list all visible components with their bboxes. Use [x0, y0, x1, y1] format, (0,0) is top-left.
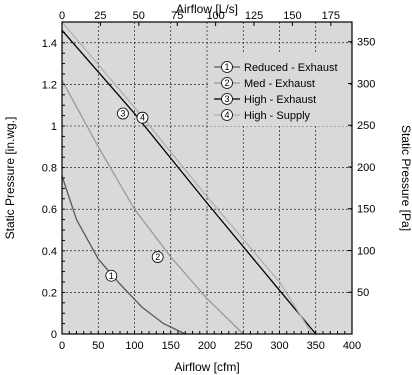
legend-marker-label-2: 2 — [224, 78, 229, 88]
curve-marker-2 — [151, 251, 164, 263]
y-axis-title-left: Static Pressure [in.wg.] — [3, 117, 17, 240]
series-line-1 — [61, 175, 186, 335]
y-right-tick-label: 350 — [357, 37, 375, 49]
x-top-tick-label: 175 — [322, 10, 340, 22]
series-line-4 — [61, 21, 313, 335]
series-line-3 — [61, 29, 317, 335]
x-tick-label: 200 — [198, 340, 216, 352]
y-tick-label: 0.8 — [42, 163, 57, 175]
x-top-tick-label: 125 — [245, 10, 263, 22]
y-right-tick-label: 300 — [357, 78, 375, 90]
x-tick-label: 350 — [307, 340, 325, 352]
x-tick-label: 400 — [343, 340, 361, 352]
curve-marker-label-1: 1 — [109, 271, 114, 281]
x-tick-label: 0 — [59, 340, 65, 352]
legend-entry-4: High - Supply — [244, 110, 311, 122]
legend-marker-4 — [221, 109, 233, 121]
curve-marker-label-4: 4 — [140, 113, 145, 123]
legend-marker-3 — [221, 93, 233, 105]
legend-box — [210, 54, 348, 126]
x-top-tick-label: 150 — [283, 10, 301, 22]
x-tick-label: 150 — [162, 340, 180, 352]
curve-marker-label-3: 3 — [120, 109, 125, 119]
y-tick-label: 1 — [51, 121, 57, 133]
x-top-tick-label: 75 — [171, 10, 183, 22]
y-tick-label: 0.6 — [42, 204, 57, 216]
curve-marker-1 — [105, 269, 118, 282]
curve-marker-label-2: 2 — [155, 252, 160, 262]
legend: 1 Reduced - Exhaust 2 Med - Exhaust 3 High - … — [210, 54, 348, 126]
x-tick-label: 50 — [92, 340, 104, 352]
x-tick-label: 250 — [234, 340, 252, 352]
y-tick-label: 1.4 — [42, 38, 57, 50]
x-tick-label: 100 — [125, 340, 143, 352]
series-line-2 — [61, 79, 244, 335]
x-top-tick-label: 25 — [94, 10, 106, 22]
curve-markers: 1 2 3 4 — [105, 107, 164, 282]
x-top-tick-label: 0 — [59, 10, 65, 22]
x-axis-title-bottom: Airflow [cfm] — [174, 360, 239, 374]
legend-marker-1 — [221, 61, 233, 73]
axis-ticks: 0 50 100 150 200 250 300 350 40000.20.40.60.811.… — [42, 10, 376, 352]
x-top-tick-label: 100 — [206, 10, 224, 22]
legend-entry-2: Med - Exhaust — [244, 78, 315, 90]
y-right-tick-label: 200 — [357, 162, 375, 174]
legend-entry-1: Reduced - Exhaust — [244, 62, 338, 74]
x-axis-title-top: Airflow [L/s] — [176, 2, 238, 16]
legend-marker-2 — [221, 77, 233, 89]
y-tick-label: 0.2 — [42, 287, 57, 299]
legend-entry-3: High - Exhaust — [244, 94, 316, 106]
y-right-tick-label: 250 — [357, 120, 375, 132]
series-lines — [61, 21, 317, 335]
legend-marker-label-1: 1 — [224, 62, 229, 72]
y-right-tick-label: 50 — [357, 287, 369, 299]
x-top-tick-label: 50 — [133, 10, 145, 22]
legend-marker-label-3: 3 — [224, 94, 229, 104]
y-tick-label: 0.4 — [42, 246, 57, 258]
curve-marker-3 — [117, 107, 129, 120]
curve-marker-4 — [136, 111, 149, 124]
x-tick-label: 300 — [270, 340, 288, 352]
y-axis-title-right: Static Pressure [Pa] — [399, 125, 412, 231]
y-tick-label: 0 — [51, 329, 57, 341]
y-tick-label: 1.2 — [42, 79, 57, 91]
y-right-tick-label: 150 — [357, 204, 375, 216]
legend-marker-label-4: 4 — [224, 110, 229, 120]
y-right-tick-label: 100 — [357, 245, 375, 257]
